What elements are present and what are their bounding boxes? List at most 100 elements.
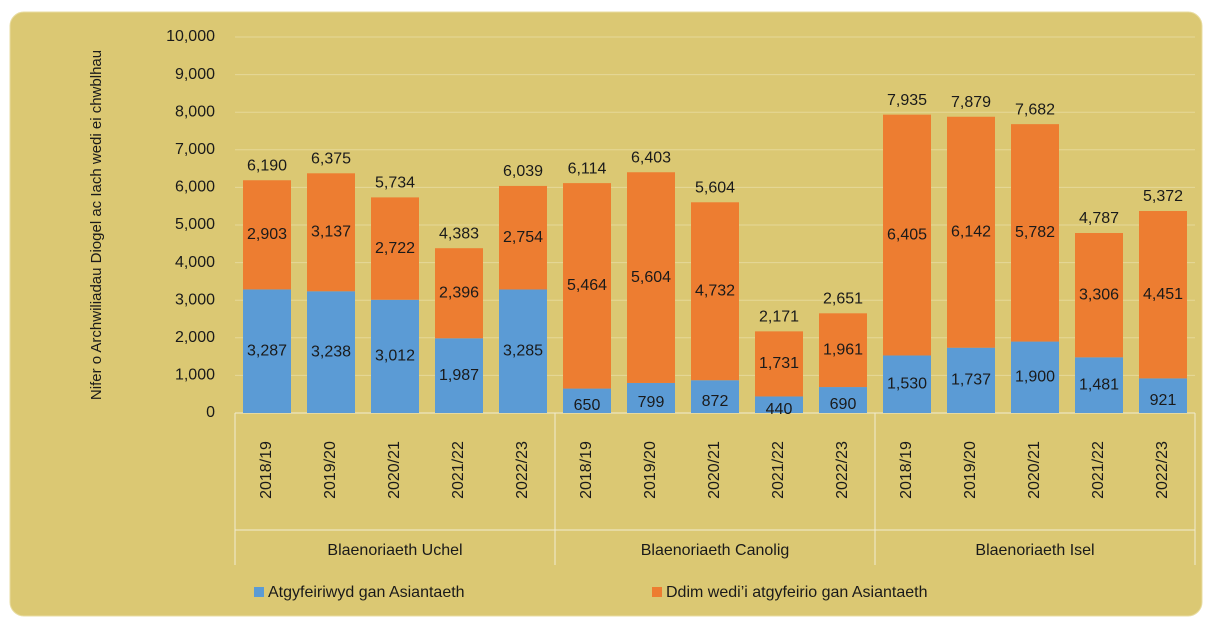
y-tick-label: 1,000 <box>175 367 215 384</box>
bar-segment <box>883 355 931 413</box>
total-label: 5,734 <box>375 175 415 192</box>
data-label: 4,451 <box>1143 286 1183 303</box>
bar-segment <box>883 114 931 356</box>
data-label: 5,604 <box>631 269 671 286</box>
data-label: 4,732 <box>695 282 735 299</box>
legend-swatch <box>652 587 662 597</box>
data-label: 799 <box>638 394 665 411</box>
total-label: 7,935 <box>887 92 927 109</box>
total-label: 5,372 <box>1143 188 1183 205</box>
total-label: 6,403 <box>631 149 671 166</box>
data-label: 921 <box>1150 392 1177 409</box>
y-tick-label: 8,000 <box>175 103 215 120</box>
data-label: 872 <box>702 393 729 410</box>
x-tick-label: 2018/19 <box>578 441 595 499</box>
x-tick-label: 2021/22 <box>1090 441 1107 499</box>
x-tick-label: 2019/20 <box>322 441 339 499</box>
bar-segment <box>563 183 611 389</box>
group-label: Blaenoriaeth Isel <box>975 542 1094 559</box>
data-label: 3,306 <box>1079 286 1119 303</box>
y-tick-label: 9,000 <box>175 66 215 83</box>
data-label: 5,464 <box>567 277 607 294</box>
group-label: Blaenoriaeth Uchel <box>327 542 462 559</box>
data-label: 1,481 <box>1079 376 1119 393</box>
total-label: 4,383 <box>439 225 479 242</box>
bar-segment <box>435 338 483 413</box>
bar-segment <box>819 387 867 413</box>
x-tick-label: 2020/21 <box>706 441 723 499</box>
x-tick-label: 2021/22 <box>450 441 467 499</box>
bar-segment <box>819 313 867 388</box>
bar-segment <box>563 388 611 413</box>
data-label: 2,903 <box>247 226 287 243</box>
data-label: 3,287 <box>247 342 287 359</box>
data-label: 3,012 <box>375 348 415 365</box>
bar-segment <box>755 396 803 413</box>
legend-swatch <box>254 587 264 597</box>
bar-segment <box>371 299 419 413</box>
data-label: 1,530 <box>887 375 927 392</box>
total-label: 6,114 <box>568 160 607 177</box>
data-label: 2,722 <box>375 240 415 257</box>
bar-segment <box>1011 341 1059 413</box>
data-label: 1,961 <box>823 341 863 358</box>
x-tick-label: 2022/23 <box>1154 441 1171 499</box>
data-label: 2,396 <box>439 284 479 301</box>
x-tick-label: 2019/20 <box>642 441 659 499</box>
y-tick-label: 4,000 <box>175 254 215 271</box>
data-label: 2,754 <box>503 229 543 246</box>
bar-segment <box>627 382 675 413</box>
bar-segment <box>691 380 739 413</box>
data-label: 1,900 <box>1015 368 1055 385</box>
bar-segment <box>1139 211 1187 379</box>
legend-label: Atgyfeiriwyd gan Asiantaeth <box>268 584 465 601</box>
y-axis-label: Nifer o Archwiliadau Diogel ac Iach wedi… <box>88 50 105 400</box>
data-label: 1,987 <box>439 367 479 384</box>
bar-segment <box>1075 233 1123 358</box>
total-label: 4,787 <box>1079 210 1119 227</box>
total-label: 7,682 <box>1015 101 1055 118</box>
legend-label: Ddim wedi’i atgyfeirio gan Asiantaeth <box>666 584 927 601</box>
group-label: Blaenoriaeth Canolig <box>641 542 790 559</box>
bar-segment <box>1075 357 1123 413</box>
bar-segment <box>627 172 675 383</box>
bar-segment <box>307 291 355 413</box>
data-label: 3,238 <box>311 343 351 360</box>
bar-segment <box>371 197 419 300</box>
data-label: 6,142 <box>951 223 991 240</box>
bar-segment <box>499 289 547 413</box>
bar-segment <box>307 173 355 292</box>
x-tick-label: 2018/19 <box>258 441 275 499</box>
data-label: 3,285 <box>503 342 543 359</box>
total-label: 2,171 <box>759 309 799 326</box>
bar-segment <box>1139 378 1187 413</box>
y-tick-label: 5,000 <box>175 216 215 233</box>
data-label: 1,731 <box>759 355 799 372</box>
x-tick-label: 2020/21 <box>1026 441 1043 499</box>
y-tick-label: 2,000 <box>175 329 215 346</box>
x-tick-label: 2021/22 <box>770 441 787 499</box>
x-tick-label: 2020/21 <box>386 441 403 499</box>
y-tick-label: 3,000 <box>175 291 215 308</box>
bar-segment <box>243 180 291 290</box>
bar-segment <box>435 248 483 339</box>
bar-segment <box>691 202 739 381</box>
total-label: 2,651 <box>823 291 863 308</box>
total-label: 6,039 <box>503 163 543 180</box>
total-label: 5,604 <box>695 180 735 197</box>
x-tick-label: 2018/19 <box>898 441 915 499</box>
y-tick-label: 6,000 <box>175 179 215 196</box>
total-label: 6,190 <box>247 157 287 174</box>
total-label: 7,879 <box>951 94 991 111</box>
data-label: 5,782 <box>1015 224 1055 241</box>
data-label: 440 <box>766 401 793 418</box>
data-label: 650 <box>574 397 601 414</box>
data-label: 6,405 <box>887 226 927 243</box>
data-label: 690 <box>830 396 857 413</box>
bar-segment <box>1011 124 1059 342</box>
data-label: 3,137 <box>311 223 351 240</box>
bar-segment <box>243 289 291 413</box>
y-tick-label: 0 <box>206 404 215 421</box>
